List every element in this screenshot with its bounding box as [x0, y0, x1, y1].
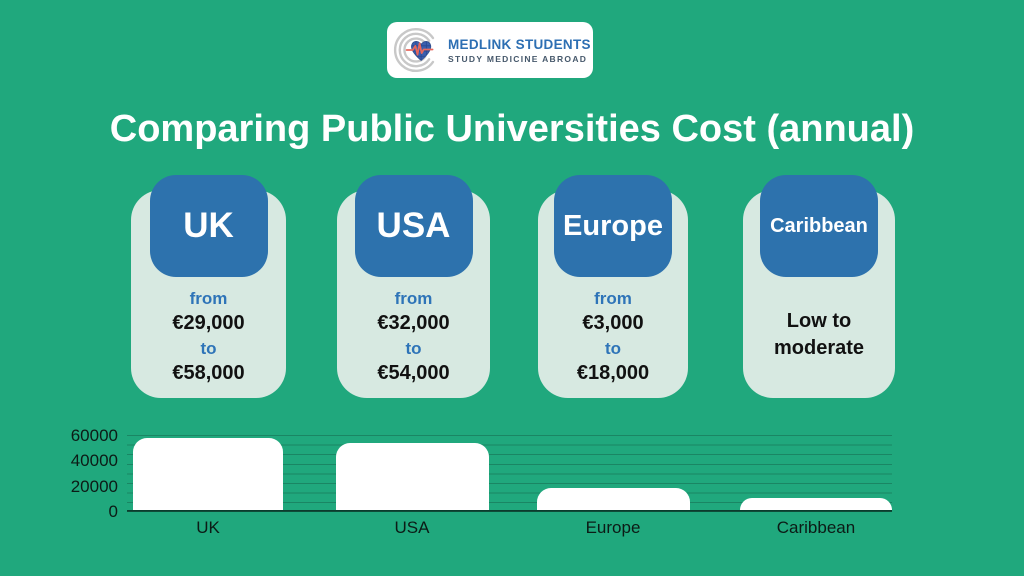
- to-label: to: [200, 339, 217, 358]
- min-cost: €29,000: [172, 312, 245, 334]
- medlink-heart-ecg-icon: [393, 28, 435, 72]
- card-europe-body: from €3,000 to €18,000: [538, 190, 688, 386]
- card-usa: USA from €32,000 to €54,000: [337, 175, 490, 398]
- logo-text-block: MEDLINK STUDENTS STUDY MEDICINE ABROAD: [448, 37, 591, 64]
- card-europe: Europe from €3,000 to €18,000: [538, 175, 688, 398]
- x-label-uk: UK: [196, 518, 220, 537]
- y-tick-0: 0: [108, 502, 118, 521]
- max-cost: €18,000: [576, 362, 650, 384]
- region-badge-europe: Europe: [554, 175, 672, 277]
- from-label: from: [189, 289, 228, 308]
- y-tick-40000: 40000: [70, 451, 118, 470]
- from-label: from: [594, 289, 632, 308]
- bar-europe: [537, 487, 690, 510]
- bar-uk: [133, 437, 283, 510]
- medlink-logo-card: MEDLINK STUDENTS STUDY MEDICINE ABROAD: [387, 22, 593, 78]
- page-title: Comparing Public Universities Cost (annu…: [109, 108, 915, 150]
- y-tick-60000: 60000: [70, 426, 118, 445]
- max-cost: €58,000: [172, 362, 245, 384]
- x-label-usa: USA: [394, 518, 430, 537]
- card-caribbean: Caribbean Low to moderate: [743, 175, 895, 398]
- chart-plot-area: [127, 435, 892, 512]
- card-uk-body: from €29,000 to €58,000: [131, 190, 286, 386]
- region-badge-uk: UK: [149, 175, 268, 277]
- x-label-europe: Europe: [585, 518, 641, 537]
- region-badge-usa: USA: [354, 175, 473, 277]
- region-badge-caribbean: Caribbean: [760, 175, 878, 277]
- card-uk: UK from €29,000 to €58,000: [131, 175, 286, 398]
- card-usa-body: from €32,000 to €54,000: [337, 190, 490, 386]
- to-label: to: [604, 339, 622, 358]
- y-tick-20000: 20000: [70, 477, 118, 496]
- bar-caribbean: [740, 497, 892, 510]
- bar-usa: [336, 442, 489, 510]
- logo-name: MEDLINK STUDENTS: [448, 36, 591, 52]
- to-label: to: [405, 339, 422, 358]
- x-label-caribbean: Caribbean: [776, 518, 856, 537]
- min-cost: €3,000: [582, 312, 644, 334]
- cost-note: Low to moderate: [773, 310, 865, 359]
- from-label: from: [394, 289, 433, 308]
- min-cost: €32,000: [377, 312, 450, 334]
- logo-tagline: STUDY MEDICINE ABROAD: [448, 53, 588, 64]
- max-cost: €54,000: [377, 362, 450, 384]
